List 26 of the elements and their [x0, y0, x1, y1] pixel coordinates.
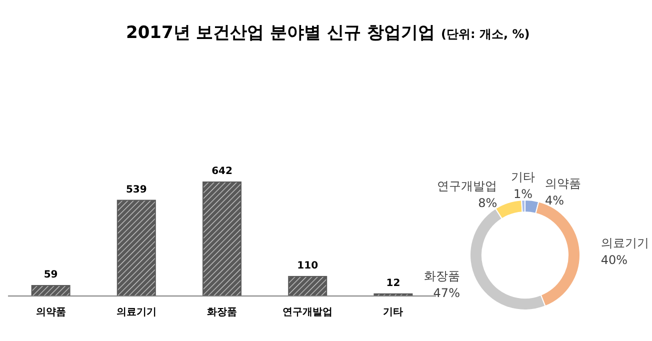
bar: [31, 285, 70, 296]
slice-label: 화장품: [424, 269, 460, 284]
chart-subtitle: (단위: 개소, %): [441, 27, 530, 41]
data-label: 40%: [600, 252, 628, 267]
data-label: 59: [44, 270, 58, 281]
slice-label: 기타: [510, 170, 535, 184]
x-tick-label: 연구개발업: [282, 307, 333, 318]
data-label: 1%: [513, 187, 533, 202]
data-label: 110: [297, 260, 318, 272]
data-label: 642: [212, 166, 232, 177]
x-tick-label: 의료기기: [116, 307, 156, 318]
data-label: 8%: [478, 196, 498, 210]
slice-label: 의약품: [545, 176, 582, 191]
bar: [116, 200, 156, 296]
x-tick-label: 기타: [383, 307, 404, 318]
x-tick-label: 화장품: [207, 307, 237, 318]
data-label: 539: [126, 184, 147, 196]
chart-title: 2017년 보건산업 분야별 신규 창업기업: [126, 23, 435, 43]
x-tick-label: 의약품: [36, 307, 66, 318]
bar: [202, 182, 242, 296]
data-label: 4%: [545, 194, 564, 208]
data-label: 12: [386, 278, 400, 289]
slice-label: 연구개발업: [437, 179, 498, 194]
data-label: 47%: [433, 286, 460, 300]
slice-label: 의료기기: [600, 236, 649, 250]
bar: [288, 276, 328, 296]
